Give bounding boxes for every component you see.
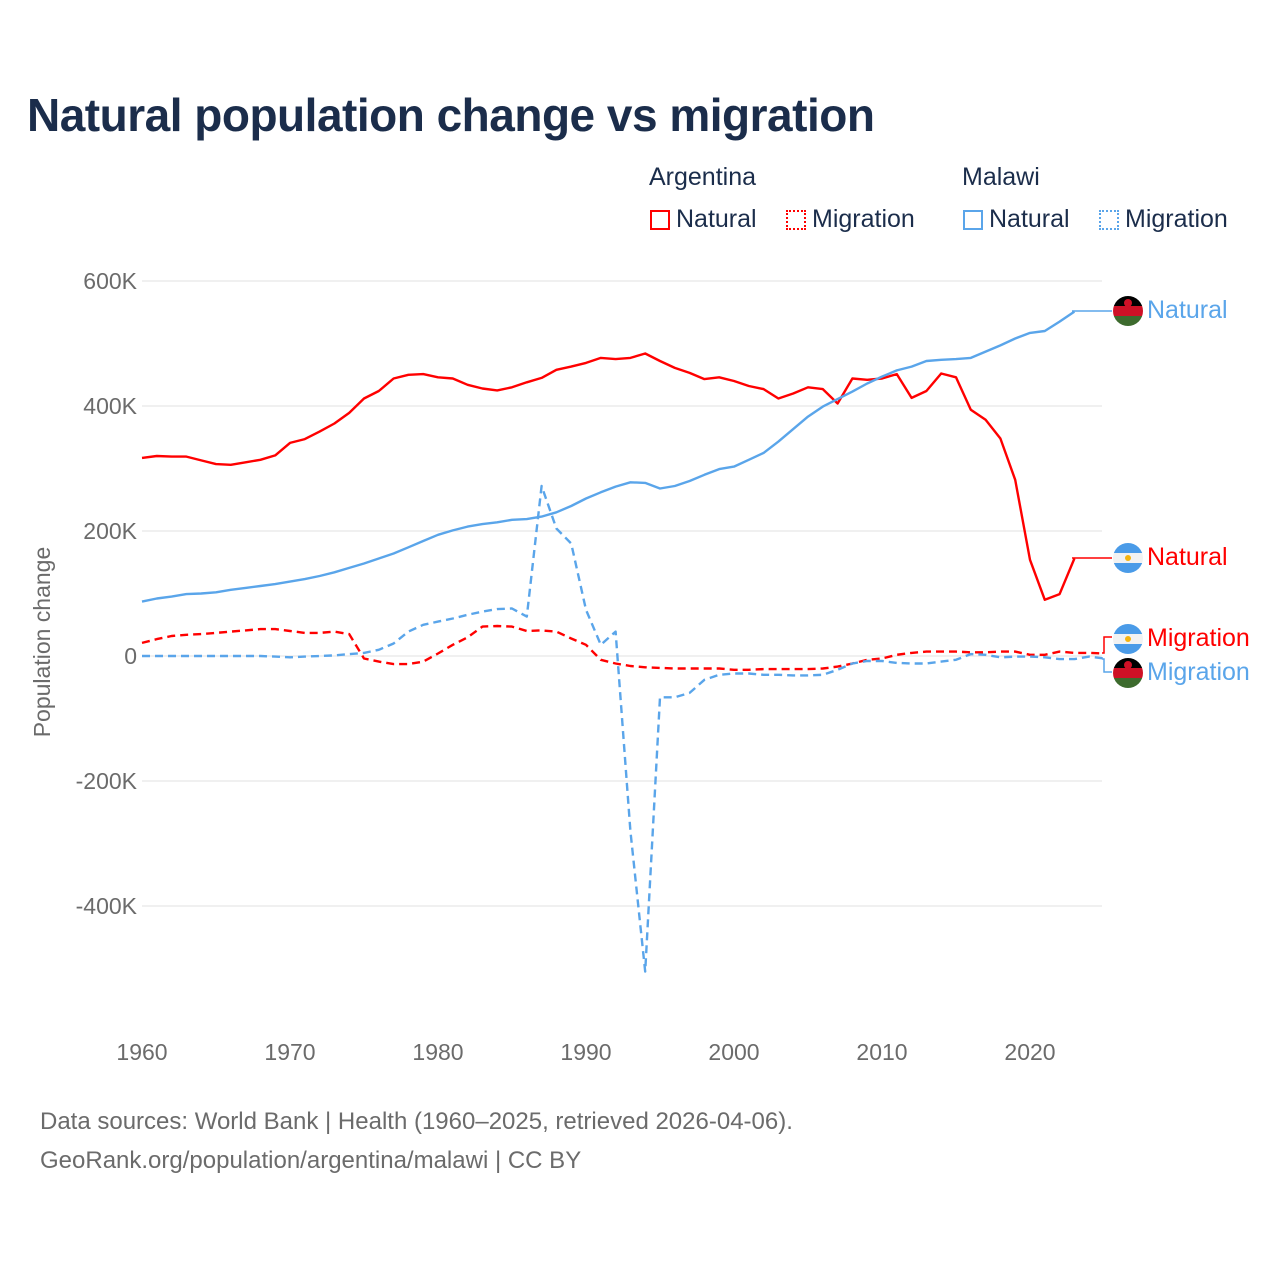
y-tick-label: 400K (83, 393, 137, 419)
legend-swatch-solid-red (650, 209, 670, 230)
legend-swatch-dotted-red (786, 209, 806, 230)
y-tick-label: 600K (83, 268, 137, 294)
y-tick-label: 0 (124, 643, 137, 669)
x-tick-label: 1970 (264, 1039, 315, 1065)
footer-sources: Data sources: World Bank | Health (1960–… (40, 1108, 793, 1135)
legend-swatch-solid-blue (963, 209, 983, 230)
end-label-argentina-natural: Natural (1147, 543, 1228, 571)
legend-argentina-natural[interactable]: Natural (650, 205, 757, 234)
end-label-malawi-migration: Migration (1147, 658, 1250, 686)
x-tick-label: 1960 (116, 1039, 167, 1065)
series-line-malawi-natural (141, 310, 1076, 603)
malawi-flag-icon (1113, 658, 1143, 688)
legend-label: Migration (1125, 205, 1228, 233)
legend-label: Natural (676, 205, 757, 233)
x-tick-label: 2000 (708, 1039, 759, 1065)
series-line-argentina-natural (141, 352, 1076, 601)
y-tick-label: 200K (83, 518, 137, 544)
legend-malawi-natural[interactable]: Natural (963, 205, 1070, 234)
footer-credit: GeoRank.org/population/argentina/malawi … (40, 1147, 582, 1174)
leader-malawi-migration (1102, 658, 1112, 673)
legend-group-argentina: Argentina (649, 163, 757, 191)
argentina-flag-icon (1113, 624, 1143, 654)
end-label-argentina-migration: Migration (1147, 624, 1250, 652)
legend-malawi-migration[interactable]: Migration (1099, 205, 1228, 234)
legend-label: Natural (989, 205, 1070, 233)
legend-label: Migration (812, 205, 915, 233)
y-tick-label: -200K (76, 768, 138, 794)
x-tick-label: 1980 (412, 1039, 463, 1065)
leader-argentina-migration (1102, 636, 1112, 654)
end-label-malawi-natural: Natural (1147, 296, 1228, 324)
legend-swatch-dotted-blue (1099, 209, 1119, 230)
x-tick-label: 2020 (1004, 1039, 1055, 1065)
chart-title: Natural population change vs migration (27, 89, 875, 141)
malawi-flag-icon (1113, 296, 1143, 326)
y-tick-label: -400K (76, 893, 138, 919)
x-tick-label: 2010 (856, 1039, 907, 1065)
y-axis-label: Population change (29, 547, 55, 738)
legend-argentina-migration[interactable]: Migration (786, 205, 915, 234)
series-line-argentina-migration (141, 624, 1105, 671)
legend-group-malawi: Malawi (962, 163, 1040, 191)
x-tick-label: 1990 (560, 1039, 611, 1065)
series-line-malawi-migration (142, 484, 1105, 973)
argentina-flag-icon (1113, 543, 1143, 573)
